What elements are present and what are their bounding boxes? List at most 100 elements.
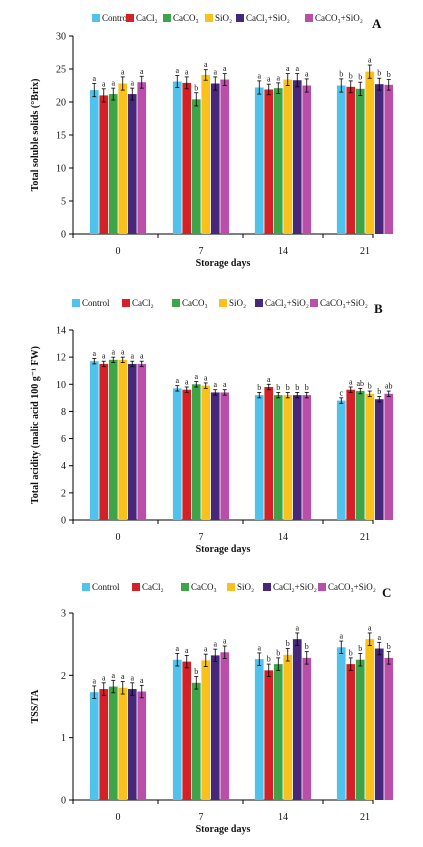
x-tick-label: 7 [199, 246, 204, 257]
bar-0-0 [89, 361, 99, 520]
significance-letter: a [213, 67, 217, 76]
significance-letter: a [102, 352, 106, 361]
significance-letter: ab [385, 382, 393, 391]
bar-2-1 [191, 384, 201, 520]
significance-letter: a [102, 673, 106, 682]
bar-0-3 [336, 85, 346, 234]
significance-letter: b [305, 383, 309, 392]
bar-4-2 [292, 80, 302, 234]
bar-4-1 [210, 655, 220, 800]
bar-2-2 [273, 88, 283, 234]
significance-letter: a [92, 349, 96, 358]
bar-1-3 [346, 389, 356, 520]
legend-swatch-3 [227, 583, 235, 591]
legend-swatch-2 [163, 14, 171, 22]
y-tick-label: 10 [56, 164, 66, 175]
bar-3-0 [118, 83, 128, 235]
bar-3-2 [283, 79, 293, 234]
bar-0-2 [254, 395, 264, 520]
significance-letter: a [204, 60, 208, 69]
x-axis-title: Storage days [196, 258, 251, 269]
y-axis-title: Total acidity (malic acid 100 g⁻¹ FW) [30, 346, 41, 504]
bar-4-0 [127, 363, 137, 520]
significance-letter: a [368, 623, 372, 632]
bar-2-0 [108, 686, 118, 800]
y-tick-label: 8 [61, 407, 66, 418]
x-tick-label: 21 [360, 812, 370, 823]
significance-letter: b [257, 383, 261, 392]
significance-letter: b [387, 642, 391, 651]
significance-letter: a [339, 632, 343, 641]
x-tick-label: 7 [199, 812, 204, 823]
legend-label: CaCO₃+SiO₂ [328, 582, 376, 592]
y-tick-label: 0 [61, 796, 66, 807]
significance-letter: b [387, 70, 391, 79]
significance-letter: a [121, 672, 125, 681]
bar-2-2 [273, 664, 283, 800]
bar-2-3 [355, 659, 365, 800]
legend-swatch-2 [181, 583, 189, 591]
legend-swatch-4 [255, 299, 263, 307]
bar-2-0 [108, 359, 118, 520]
significance-letter: b [358, 644, 362, 653]
significance-letter: a [204, 645, 208, 654]
significance-letter: a [102, 79, 106, 88]
legend-label: CaCl₂ [142, 582, 164, 592]
significance-letter: b [377, 69, 381, 78]
significance-letter: b [377, 387, 381, 396]
significance-letter: a [223, 380, 227, 389]
bar-4-3 [374, 399, 384, 520]
legend-label: Control [102, 13, 130, 23]
bar-0-2 [254, 87, 264, 234]
legend-swatch-0 [72, 299, 80, 307]
bar-2-1 [191, 682, 201, 800]
significance-letter: a [257, 643, 261, 652]
significance-letter: a [257, 71, 261, 80]
significance-letter: a [349, 378, 353, 387]
significance-letter: b [295, 383, 299, 392]
significance-letter: a [295, 623, 299, 632]
bar-3-1 [201, 385, 211, 520]
bar-2-3 [355, 391, 365, 520]
bar-0-3 [336, 400, 346, 520]
significance-letter: b [286, 639, 290, 648]
significance-letter: a [130, 79, 134, 88]
x-tick-label: 14 [278, 246, 288, 257]
significance-letter: a [377, 633, 381, 642]
bar-1-2 [264, 670, 274, 800]
significance-letter: b [194, 667, 198, 676]
significance-letter: a [286, 64, 290, 73]
bar-5-1 [220, 392, 230, 520]
bar-2-1 [191, 99, 201, 234]
legend-swatch-4 [236, 14, 244, 22]
legend-swatch-0 [92, 14, 100, 22]
y-tick-label: 15 [56, 131, 66, 142]
y-tick-label: 30 [56, 32, 66, 43]
bar-3-1 [201, 660, 211, 800]
legend-label: Control [82, 298, 110, 308]
legend-label: CaCl₂+SiO₂ [265, 298, 309, 308]
bar-4-0 [127, 689, 137, 800]
y-tick-label: 4 [61, 461, 66, 472]
bar-5-3 [384, 84, 394, 234]
x-tick-label: 0 [116, 812, 121, 823]
bar-0-1 [172, 388, 182, 520]
legend-swatch-3 [219, 299, 227, 307]
legend-label: CaCO₃ [173, 13, 199, 23]
legend-swatch-0 [82, 583, 90, 591]
bar-3-3 [365, 71, 375, 234]
legend-label: CaCl₂+SiO₂ [273, 582, 317, 592]
legend-swatch-3 [205, 14, 213, 22]
y-tick-label: 3 [61, 609, 66, 620]
significance-letter: a [276, 73, 280, 82]
bar-5-2 [302, 395, 312, 520]
bar-1-2 [264, 387, 274, 520]
significance-letter: a [130, 673, 134, 682]
bar-3-0 [118, 359, 128, 520]
significance-letter: ab [356, 379, 364, 388]
bar-0-0 [89, 90, 99, 235]
y-tick-label: 10 [56, 380, 66, 391]
bar-4-3 [374, 648, 384, 800]
bar-4-2 [292, 639, 302, 800]
bar-5-3 [384, 393, 394, 520]
